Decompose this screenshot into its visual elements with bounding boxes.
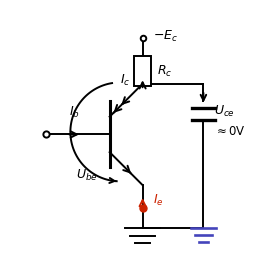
Text: $I_b$: $I_b$ — [69, 105, 79, 121]
Text: $\approx$0V: $\approx$0V — [213, 125, 244, 138]
Text: $U_{be}$: $U_{be}$ — [76, 167, 97, 182]
Text: $R_c$: $R_c$ — [156, 64, 171, 79]
Text: $I_c$: $I_c$ — [119, 73, 130, 88]
Text: $I_e$: $I_e$ — [152, 193, 163, 208]
Text: $-E_c$: $-E_c$ — [152, 29, 177, 44]
Bar — [133, 56, 151, 86]
Text: $U_{ce}$: $U_{ce}$ — [213, 104, 234, 119]
